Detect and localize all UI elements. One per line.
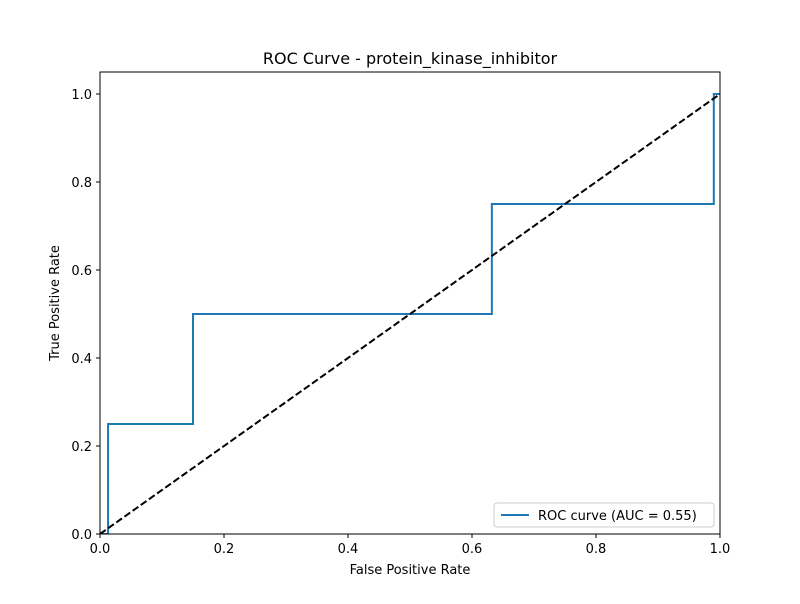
y-tick-label: 0.6 <box>71 264 92 279</box>
x-tick-label: 1.0 <box>710 542 731 557</box>
y-axis-label: True Positive Rate <box>48 245 63 362</box>
legend-box <box>493 502 715 528</box>
y-tick-label: 1.0 <box>71 88 92 103</box>
x-axis-label: False Positive Rate <box>350 563 471 578</box>
legend-label: ROC curve (AUC = 0.55) <box>538 509 697 524</box>
x-tick-label: 0.6 <box>462 542 483 557</box>
plot-area <box>100 93 720 534</box>
y-tick-label: 0.8 <box>71 176 92 191</box>
chance-diagonal-line <box>100 93 720 534</box>
x-tick-label: 0.2 <box>214 542 235 557</box>
y-tick-label: 0.2 <box>71 440 92 455</box>
y-tick-label: 0.0 <box>71 528 92 543</box>
y-tick-label: 0.4 <box>71 352 92 367</box>
axes: 0.0 0.2 0.4 0.6 0.8 1.0 0.0 0.2 0.4 0.6 0.8 1.0 <box>71 71 731 557</box>
x-tick-label: 0.0 <box>90 542 111 557</box>
axes-frame <box>99 71 721 535</box>
x-tick-label: 0.8 <box>586 542 607 557</box>
chart-title: ROC Curve - protein_kinase_inhibitor <box>263 49 558 69</box>
roc-curve-line <box>100 93 720 534</box>
legend: ROC curve (AUC = 0.55) <box>493 502 715 528</box>
x-tick-label: 0.4 <box>338 542 359 557</box>
